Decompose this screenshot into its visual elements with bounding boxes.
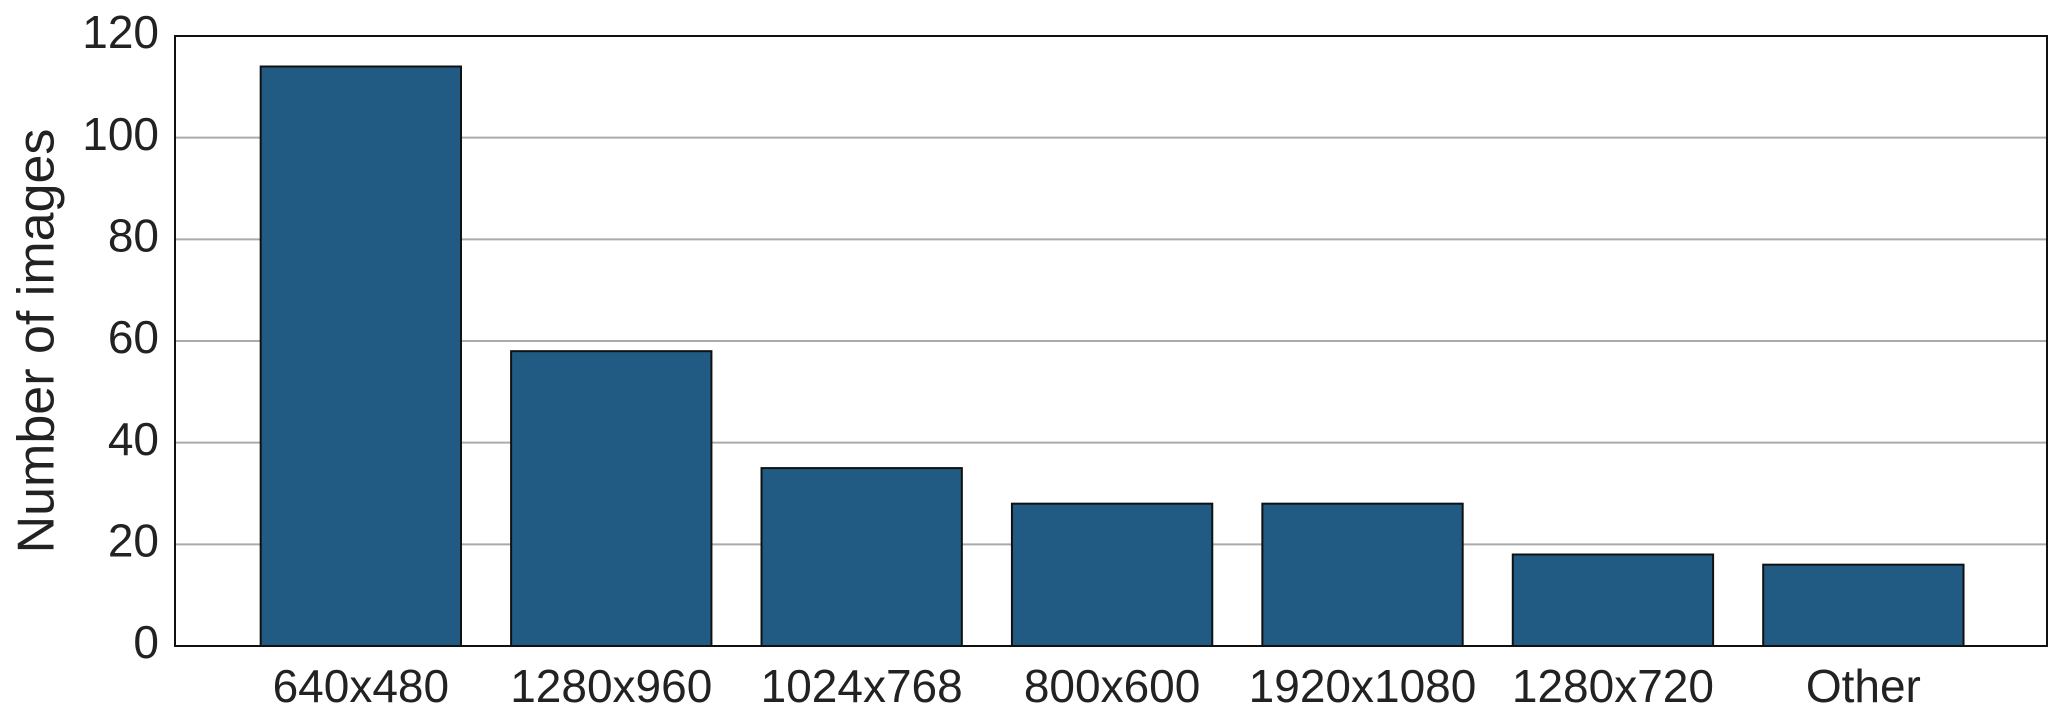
bar [1010, 502, 1214, 647]
bar [1762, 563, 1965, 648]
bar [760, 467, 963, 648]
y-tick-label: 20 [108, 514, 159, 566]
x-tick-label: 1024x768 [761, 660, 963, 712]
y-tick-label: 120 [82, 6, 159, 58]
y-tick-label: 80 [108, 209, 159, 261]
x-tick-label: Other [1806, 660, 1921, 712]
x-tick-label: 640x480 [273, 660, 450, 712]
x-tick-label: 800x600 [1024, 660, 1201, 712]
y-tick-label: 100 [82, 108, 159, 160]
y-tick-label: 0 [133, 616, 159, 668]
bar [1511, 553, 1715, 647]
y-axis-label: Number of images [8, 129, 66, 554]
bar [1261, 502, 1464, 647]
x-tick-label: 1920x1080 [1249, 660, 1477, 712]
x-tick-label: 1280x960 [510, 660, 712, 712]
plot-frame [174, 35, 2048, 647]
x-tick-label: 1280x720 [1512, 660, 1714, 712]
y-tick-label: 40 [108, 413, 159, 465]
bar [259, 65, 463, 647]
bar [510, 350, 713, 647]
y-tick-label: 60 [108, 311, 159, 363]
